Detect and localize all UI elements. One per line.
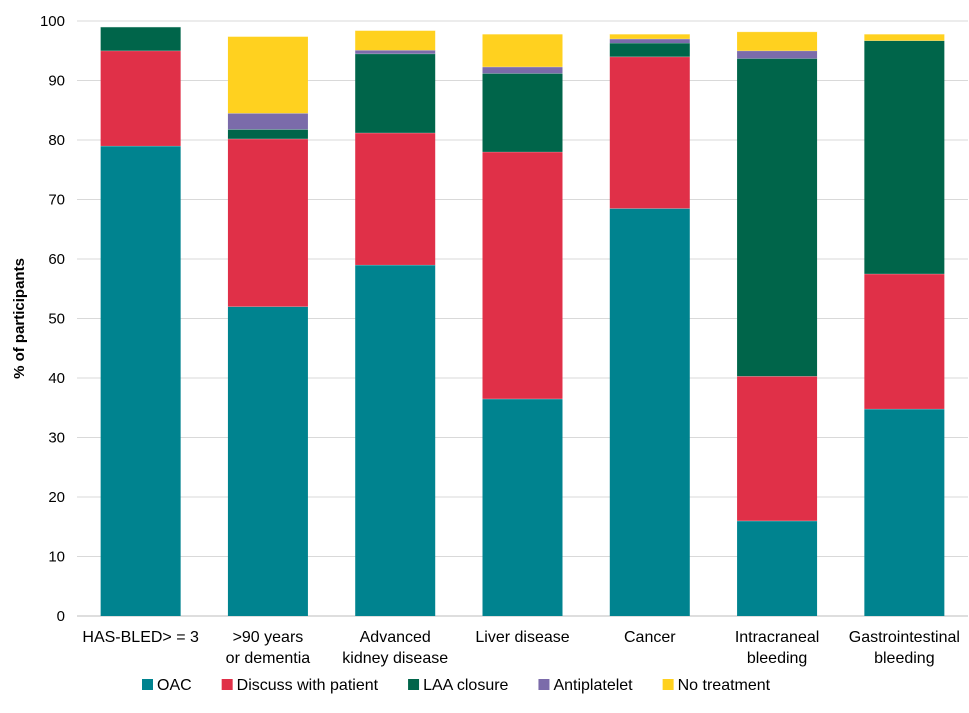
bar-segment [609, 56, 690, 209]
bar-segment [482, 398, 563, 616]
bar-segment [609, 38, 690, 44]
category-label: >90 years or dementia [226, 629, 311, 667]
y-tick-label: 50 [48, 311, 65, 328]
bar-segment [100, 26, 181, 51]
category-label: Cancer [624, 629, 676, 646]
legend-label: OAC [157, 677, 192, 694]
bar-segment [227, 129, 308, 139]
bar-segment [355, 132, 436, 265]
category-labels: HAS-BLED> = 3 >90 years or dementia Advance… [82, 629, 960, 667]
y-tick-label: 80 [48, 132, 65, 149]
y-tick-labels: 0 10 20 30 40 50 60 70 80 90 100 [40, 13, 65, 625]
bar-segment [227, 36, 308, 114]
bar-segment [355, 53, 436, 133]
bar-segment [737, 58, 818, 377]
legend-label: No treatment [678, 677, 771, 694]
category-label: HAS-BLED> = 3 [82, 629, 199, 646]
bar-segment [482, 66, 563, 74]
y-axis-label: % of participants [11, 258, 28, 379]
bar-segment [482, 34, 563, 67]
category-label: Advanced kidney disease [342, 629, 448, 667]
legend-swatch [408, 679, 420, 690]
legend-label: Antiplatelet [553, 677, 633, 694]
legend-swatch [142, 679, 153, 690]
y-tick-label: 60 [48, 251, 65, 268]
bar-segment [864, 40, 945, 274]
y-tick-label: 10 [48, 549, 65, 566]
y-tick-label: 30 [48, 430, 65, 447]
legend-label: LAA closure [423, 677, 508, 694]
legend-swatch [662, 679, 674, 690]
bar-segment [355, 264, 436, 616]
legend-swatch [221, 679, 233, 690]
category-label: Liver disease [475, 629, 569, 646]
bar-segment [227, 138, 308, 307]
bar-segment [609, 43, 690, 57]
bar-segment [737, 376, 818, 521]
bar-segment [100, 50, 181, 146]
bar-segment [864, 408, 945, 616]
bar-segment [355, 50, 436, 54]
legend: OAC Discuss with patient LAA closure Antipl… [142, 677, 771, 694]
bar-segment [100, 145, 181, 616]
y-tick-label: 40 [48, 370, 65, 387]
bar-segment [482, 151, 563, 399]
bar-segment [737, 50, 818, 59]
bar-segment [737, 520, 818, 616]
category-label: Gastrointestinal bleeding [849, 629, 960, 667]
bar-segment [482, 73, 563, 152]
legend-swatch [538, 679, 550, 690]
y-tick-label: 90 [48, 73, 65, 90]
bar-segment [227, 306, 308, 616]
bar-segment [864, 34, 945, 41]
category-label: Intracraneal bleeding [735, 629, 820, 667]
bar-segment [355, 30, 436, 51]
bar-segment [864, 273, 945, 409]
y-tick-label: 0 [57, 608, 65, 625]
y-tick-label: 20 [48, 489, 65, 506]
bar-segment [227, 113, 308, 130]
y-tick-label: 70 [48, 192, 65, 209]
legend-label: Discuss with patient [237, 677, 379, 694]
y-tick-label: 100 [40, 13, 65, 30]
bar-segment [609, 208, 690, 617]
bars [100, 26, 945, 617]
bar-segment [737, 31, 818, 51]
bar-segment [609, 34, 690, 39]
